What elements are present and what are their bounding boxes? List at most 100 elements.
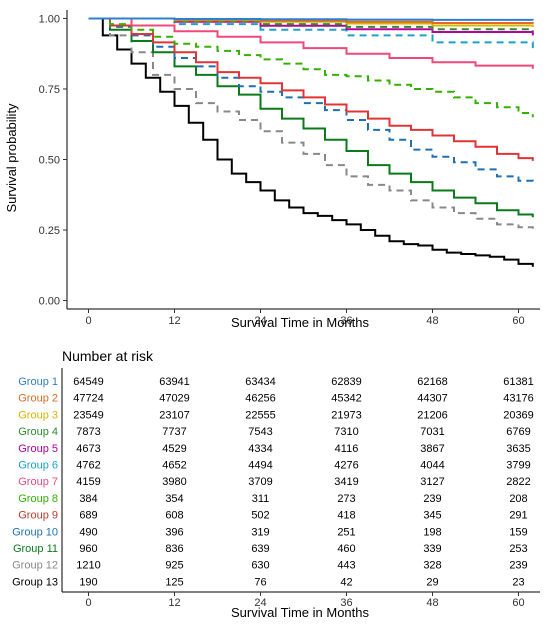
risk-value: 20369: [503, 409, 534, 421]
risk-x-tick-label: 24: [254, 597, 266, 609]
risk-value: 4529: [162, 443, 186, 455]
risk-value: 125: [165, 576, 183, 588]
risk-value: 63434: [245, 376, 276, 388]
risk-value: 3635: [506, 443, 530, 455]
risk-value: 639: [251, 543, 269, 555]
risk-value: 4116: [335, 443, 359, 455]
risk-row-label: Group 3: [18, 409, 58, 421]
x-tick-label: 0: [85, 315, 91, 327]
risk-value: 689: [79, 510, 97, 522]
risk-value: 23: [512, 576, 524, 588]
risk-row-label: Group 6: [18, 460, 58, 472]
risk-value: 925: [165, 560, 183, 572]
risk-row-label: Group 9: [18, 510, 58, 522]
risk-value: 3419: [334, 476, 358, 488]
risk-value: 76: [254, 576, 266, 588]
risk-value: 61381: [503, 376, 534, 388]
risk-rows: Group 1 64549 63941 63434 62839 62168 61381 Gro…: [12, 376, 534, 588]
x-tick-label: 60: [512, 315, 524, 327]
risk-value: 7873: [76, 426, 100, 438]
risk-value: 208: [509, 493, 527, 505]
risk-value: 4673: [76, 443, 100, 455]
risk-value: 502: [251, 510, 269, 522]
y-ticks: 0.00 0.25 0.50 0.75 1.00: [39, 13, 67, 308]
risk-value: 23549: [73, 409, 104, 421]
y-axis-title: Survival probability: [4, 103, 19, 213]
x-ticks: 0 12 24 36 48 60: [85, 309, 525, 327]
risk-value: 253: [509, 543, 527, 555]
risk-value: 319: [251, 526, 269, 538]
y-tick-label: 0.50: [39, 155, 60, 167]
risk-value: 251: [337, 526, 355, 538]
risk-value: 4494: [248, 460, 272, 472]
risk-x-tick-label: 48: [426, 597, 438, 609]
km-plot: 0.00 0.25 0.50 0.75 1.00 0 12 24 36 48 60 Surviva…: [4, 10, 540, 330]
risk-value: 345: [423, 510, 441, 522]
risk-value: 7031: [420, 426, 444, 438]
risk-value: 4276: [334, 460, 358, 472]
y-tick-label: 0.00: [39, 296, 60, 308]
risk-value: 608: [165, 510, 183, 522]
risk-value: 4159: [76, 476, 100, 488]
survival-curve-group-7: [88, 17, 534, 69]
risk-table-title: Number at risk: [62, 348, 154, 364]
risk-value: 42: [340, 576, 352, 588]
risk-value: 3867: [420, 443, 444, 455]
survival-curve-group-1: [88, 17, 534, 21]
risk-row-label: Group 5: [18, 443, 58, 455]
x-axis-title: Survival Time in Months: [231, 315, 369, 330]
y-tick-label: 0.25: [39, 225, 60, 237]
survival-curve-group-9: [88, 17, 534, 161]
risk-row-label: Group 7: [18, 476, 58, 488]
risk-value: 1210: [76, 560, 100, 572]
risk-value: 44307: [417, 393, 448, 405]
risk-value: 198: [423, 526, 441, 538]
risk-value: 2822: [506, 476, 530, 488]
risk-value: 21973: [331, 409, 362, 421]
risk-value: 43176: [503, 393, 534, 405]
risk-value: 64549: [73, 376, 104, 388]
risk-value: 22555: [245, 409, 276, 421]
risk-x-tick-label: 12: [168, 597, 180, 609]
risk-value: 21206: [417, 409, 448, 421]
risk-value: 291: [509, 510, 527, 522]
risk-value: 4762: [76, 460, 100, 472]
risk-value: 460: [337, 543, 355, 555]
y-tick-label: 0.75: [39, 84, 60, 96]
risk-row-label: Group 1: [18, 376, 58, 388]
risk-value: 3709: [248, 476, 272, 488]
risk-value: 418: [337, 510, 355, 522]
y-tick-label: 1.00: [39, 13, 60, 25]
risk-value: 960: [79, 543, 97, 555]
risk-value: 4044: [420, 460, 444, 472]
risk-x-ticks: 0 12 24 36 48 60: [85, 592, 525, 609]
risk-row-label: Group 4: [18, 426, 58, 438]
risk-row-label: Group 2: [18, 393, 58, 405]
risk-value: 273: [337, 493, 355, 505]
survival-curve-group-13: [88, 17, 534, 267]
risk-value: 328: [423, 560, 441, 572]
risk-x-axis-title: Survival Time in Months: [231, 605, 369, 620]
x-tick-label: 12: [168, 315, 180, 327]
risk-value: 159: [509, 526, 527, 538]
risk-value: 47724: [73, 393, 104, 405]
risk-value: 23107: [159, 409, 190, 421]
x-tick-label: 24: [254, 315, 266, 327]
risk-value: 490: [79, 526, 97, 538]
risk-row-label: Group 10: [12, 526, 58, 538]
risk-value: 630: [251, 560, 269, 572]
risk-value: 239: [423, 493, 441, 505]
risk-value: 836: [165, 543, 183, 555]
risk-value: 4334: [248, 443, 272, 455]
risk-value: 29: [426, 576, 438, 588]
risk-value: 7737: [162, 426, 186, 438]
survival-curve-group-10: [88, 17, 534, 185]
risk-value: 62168: [417, 376, 448, 388]
risk-value: 45342: [331, 393, 362, 405]
survival-curves: [88, 17, 534, 267]
risk-value: 63941: [159, 376, 190, 388]
risk-value: 443: [337, 560, 355, 572]
risk-row-label: Group 11: [13, 543, 58, 555]
risk-value: 311: [252, 493, 270, 505]
risk-row-label: Group 13: [12, 576, 58, 588]
